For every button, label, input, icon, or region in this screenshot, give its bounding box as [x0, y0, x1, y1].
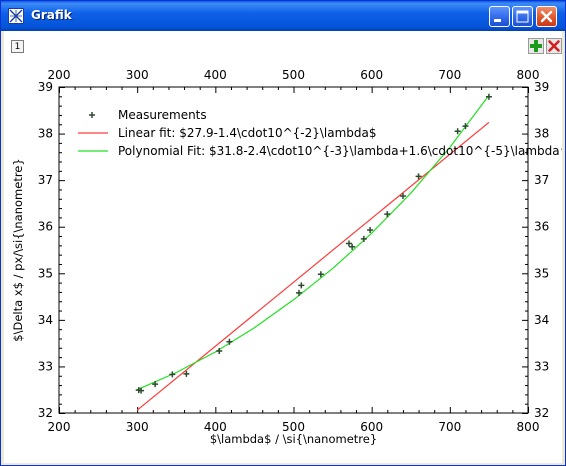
data-point [295, 289, 302, 296]
x-tick-label-bottom: 200 [48, 420, 71, 434]
y-tick-label-right: 39 [534, 80, 549, 94]
y-tick-label-left: 35 [38, 266, 53, 280]
x-tick-label-top: 600 [360, 68, 383, 82]
data-point [367, 226, 374, 233]
y-axis-label: $\Delta x$ / px/\si{\nanometre} [11, 158, 25, 341]
legend-entry: Polynomial Fit: $31.8-2.4\cdot10^{-3}\la… [118, 144, 562, 158]
y-tick-label-right: 33 [534, 359, 549, 373]
legend-entry: Measurements [118, 108, 207, 122]
y-tick-label-right: 37 [534, 173, 549, 187]
x-tick-label-bottom: 700 [438, 420, 461, 434]
maximize-button[interactable] [512, 6, 533, 27]
data-point [345, 240, 352, 247]
x-axis-label: $\lambda$ / \si{\nanometre} [210, 432, 377, 446]
data-point [216, 348, 223, 355]
x-tick-label-bottom: 800 [517, 420, 540, 434]
page-tab[interactable]: 1 [11, 40, 24, 53]
data-point [226, 338, 233, 345]
data-point [399, 192, 406, 199]
y-tick-label-left: 36 [38, 220, 53, 234]
y-tick-label-right: 38 [534, 127, 549, 141]
x-tick-label-top: 500 [282, 68, 305, 82]
legend-marker [89, 112, 95, 118]
x-icon[interactable] [546, 38, 562, 54]
data-point [183, 370, 190, 377]
y-tick-label-left: 34 [38, 313, 53, 327]
maximize-icon [516, 10, 529, 23]
data-point [462, 123, 469, 130]
x-tick-label-bottom: 400 [204, 420, 227, 434]
data-point [485, 93, 492, 100]
close-icon [540, 10, 553, 23]
x-tick-label-top: 300 [126, 68, 149, 82]
y-tick-label-right: 34 [534, 313, 549, 327]
data-point [415, 173, 422, 180]
y-tick-label-left: 33 [38, 359, 53, 373]
data-point [169, 371, 176, 378]
data-point [298, 282, 305, 289]
y-tick-label-left: 37 [38, 173, 53, 187]
minimize-button[interactable] [489, 6, 510, 27]
chart: 200 200 300 300 400 400 500 500 600 600 700 700 800 8… [11, 68, 562, 446]
legend-entry: Linear fit: $27.9-1.4\cdot10^{-2}\lambda… [118, 126, 377, 140]
data-point [384, 211, 391, 218]
series-line-2 [136, 95, 490, 391]
window-title: Grafik [31, 8, 72, 22]
data-point [360, 235, 367, 242]
y-tick-label-left: 39 [38, 80, 53, 94]
y-tick-label-right: 32 [534, 406, 549, 420]
x-tick-label-bottom: 600 [360, 420, 383, 434]
y-tick-label-left: 38 [38, 127, 53, 141]
data-point [152, 381, 159, 388]
data-point [349, 243, 356, 250]
x-tick-label-top: 400 [204, 68, 227, 82]
data-point [138, 387, 145, 394]
y-tick-label-left: 32 [38, 406, 53, 420]
y-tick-label-right: 36 [534, 220, 549, 234]
x-tick-label-top: 700 [438, 68, 461, 82]
minimize-icon [494, 19, 501, 22]
data-point [317, 271, 324, 278]
y-tick-label-right: 35 [534, 266, 549, 280]
x-tick-label-top: 200 [48, 68, 71, 82]
x-tick-label-bottom: 300 [126, 420, 149, 434]
data-point [454, 128, 461, 135]
title-bar[interactable]: Grafik [1, 1, 565, 31]
chart-icon[interactable] [8, 8, 24, 24]
plot-area: 200 200 300 300 400 400 500 500 600 600 700 700 800 8… [4, 31, 562, 463]
plus-icon[interactable] [528, 38, 544, 54]
x-tick-label-bottom: 500 [282, 420, 305, 434]
x-tick-label-top: 800 [517, 68, 540, 82]
close-button[interactable] [536, 6, 557, 27]
